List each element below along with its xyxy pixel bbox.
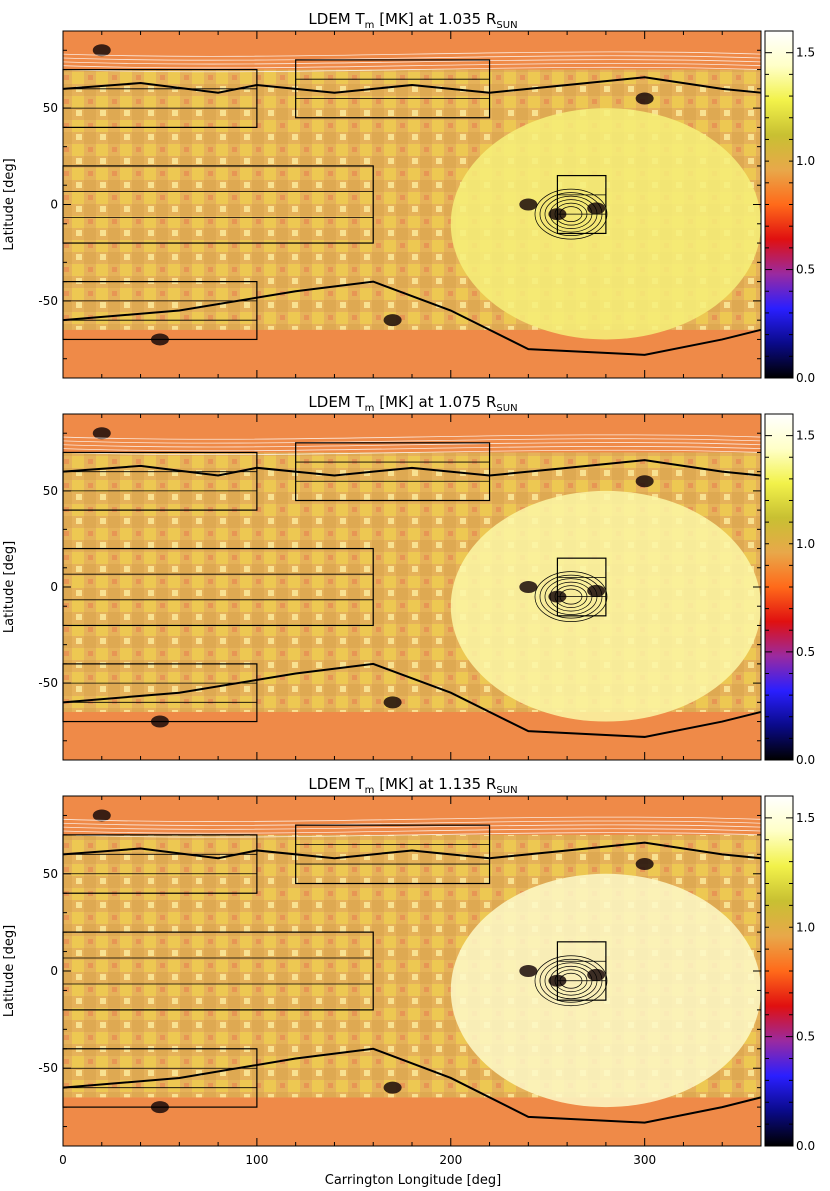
colorbar-tick-label: 0.5 [796,263,815,277]
region-box [556,557,607,617]
dark-spot [519,965,538,977]
y-axis-label: Latitude [deg] [2,541,17,633]
panels: LDEM Tm [MK] at 1.035 RSUN 50 0 -50 Latitude… [2,10,815,1167]
panel-3: LDEM Tm [MK] at 1.135 RSUN 50 0 -50 Latitude… [2,775,815,1153]
x-tick-label: 300 [633,1153,656,1167]
dark-spot [635,92,654,105]
white-contour [62,824,762,830]
white-contour [62,66,762,73]
dark-spot [383,696,402,709]
white-contour [62,51,762,57]
white-contour [62,828,762,834]
region-box [556,941,607,1001]
colorbar-tick-label: 0.0 [796,753,815,767]
white-contour [62,438,762,444]
south-boundary-contour [62,1047,762,1124]
colorbar-tick-label: 1.0 [796,154,815,168]
black-contour [534,955,608,1007]
y-tick-label: 50 [43,101,58,115]
y-tick-label: -50 [38,676,58,690]
white-contour [62,832,762,838]
white-contour [62,59,762,65]
panel-2: LDEM Tm [MK] at 1.075 RSUN 50 0 -50 Latitude… [2,393,815,767]
white-contour [62,63,762,69]
y-tick-label: -50 [38,294,58,308]
colorbar-tick-label: 1.0 [796,920,815,934]
y-axis-label: Latitude [deg] [2,925,17,1017]
panel-1: LDEM Tm [MK] at 1.035 RSUN 50 0 -50 Latitude… [2,10,815,385]
panel-title: LDEM Tm [MK] at 1.035 RSUN [308,10,517,31]
white-contour [62,820,762,826]
region-box [295,824,491,885]
dark-spot [383,1081,402,1094]
dark-spot [587,584,606,597]
region-box [295,59,491,119]
dark-spot [519,198,538,211]
y-tick-label: 50 [43,484,58,498]
panel-title: LDEM Tm [MK] at 1.075 RSUN [308,393,517,414]
y-tick-label: -50 [38,1061,58,1075]
white-contour [62,434,762,440]
dark-spot [587,202,606,215]
colorbar-tick-label: 0.0 [796,1139,815,1153]
south-boundary-contour [62,280,762,356]
white-contour [62,55,762,61]
y-axis-label: Latitude [deg] [2,158,17,250]
dark-spot [92,427,111,440]
y-tick-label: 0 [50,580,58,594]
black-contour [534,571,608,622]
panel-title: LDEM Tm [MK] at 1.135 RSUN [308,775,517,796]
x-tick-label: 0 [59,1153,67,1167]
colorbar-tick-label: 1.5 [796,429,815,443]
colorbar-tick-label: 1.5 [796,46,815,60]
white-contour [62,442,762,448]
north-boundary-contour [62,459,762,477]
dark-spot [92,809,111,822]
colorbar-tick-label: 0.0 [796,371,815,385]
colorbar-tick-label: 1.5 [796,811,815,825]
region-box [556,174,607,235]
white-contour [62,449,762,456]
region-box [295,442,491,502]
colorbar-tick-label: 1.0 [796,537,815,551]
colorbar-tick-label: 0.5 [796,645,815,659]
x-axis-label: Carrington Longitude [deg] [325,1173,501,1188]
dark-spot [92,44,111,57]
south-boundary-contour [62,662,762,738]
y-tick-label: 50 [43,867,58,881]
colorbar [764,30,794,379]
white-contour [62,445,762,452]
x-tick-label: 100 [245,1153,268,1167]
dark-spot [519,581,538,593]
north-boundary-contour [62,76,762,94]
dark-spot [383,314,402,327]
colorbar [764,795,794,1147]
white-contour [62,816,762,822]
dark-spot [635,858,654,871]
black-contour [534,188,608,240]
y-tick-label: 0 [50,198,58,212]
x-tick-label: 200 [439,1153,462,1167]
y-tick-label: 0 [50,964,58,978]
north-boundary-contour [62,841,762,860]
colorbar [764,413,794,761]
dark-spot [635,475,654,488]
colorbar-tick-label: 0.5 [796,1030,815,1044]
